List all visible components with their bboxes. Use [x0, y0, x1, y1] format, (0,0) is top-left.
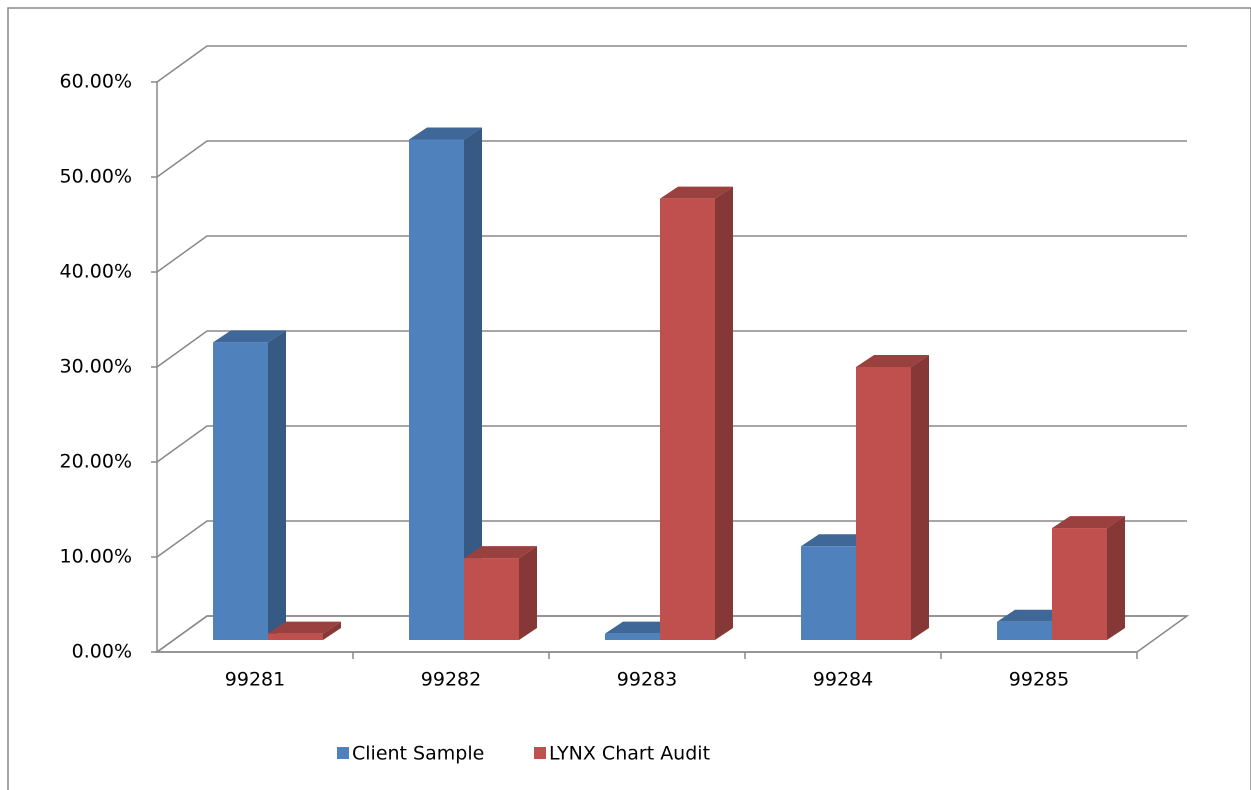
y-tick-label: 10.00% — [60, 546, 132, 568]
bar — [605, 633, 660, 640]
bar-side — [715, 186, 733, 640]
y-tick-label: 20.00% — [60, 451, 132, 473]
bar-top — [660, 186, 733, 199]
bar — [1052, 528, 1107, 640]
bar — [801, 546, 856, 640]
bar-top — [213, 330, 286, 343]
bar-side — [519, 546, 537, 640]
bar — [660, 198, 715, 640]
bar-top — [268, 621, 341, 634]
bar — [997, 621, 1052, 640]
grid-line — [156, 140, 1187, 178]
y-tick-label: 0.00% — [72, 641, 132, 663]
bar — [409, 139, 464, 640]
legend-label: LYNX Chart Audit — [549, 743, 710, 765]
x-tick-label: 99285 — [1009, 669, 1069, 691]
x-tick-label: 99281 — [225, 669, 285, 691]
x-tick-label: 99284 — [813, 669, 873, 691]
bar-top — [464, 546, 537, 559]
bar-side — [323, 621, 341, 640]
y-tick-label: 40.00% — [60, 261, 132, 283]
x-tick-label: 99282 — [421, 669, 481, 691]
bar-side — [1107, 516, 1125, 640]
bar — [856, 367, 911, 640]
y-tick-label: 50.00% — [60, 166, 132, 188]
bar-top — [801, 534, 874, 547]
legend-label: Client Sample — [352, 743, 484, 765]
legend-swatch — [337, 747, 349, 759]
bar-side — [464, 127, 482, 640]
y-tick-label: 30.00% — [60, 356, 132, 378]
bar-top — [1052, 516, 1125, 529]
legend-swatch — [534, 747, 546, 759]
bar — [464, 558, 519, 640]
bar-side — [911, 355, 929, 640]
bar-side — [268, 330, 286, 640]
y-tick-label: 60.00% — [60, 71, 132, 93]
grid-line — [156, 45, 1187, 83]
grid-line — [156, 330, 1187, 368]
bar-top — [856, 355, 929, 367]
bar — [268, 633, 323, 640]
bar — [213, 342, 268, 640]
x-tick-label: 99283 — [617, 669, 677, 691]
bar-top — [997, 609, 1070, 622]
bar-top — [409, 127, 482, 140]
bar-top — [605, 621, 678, 634]
grid-line — [156, 235, 1187, 273]
